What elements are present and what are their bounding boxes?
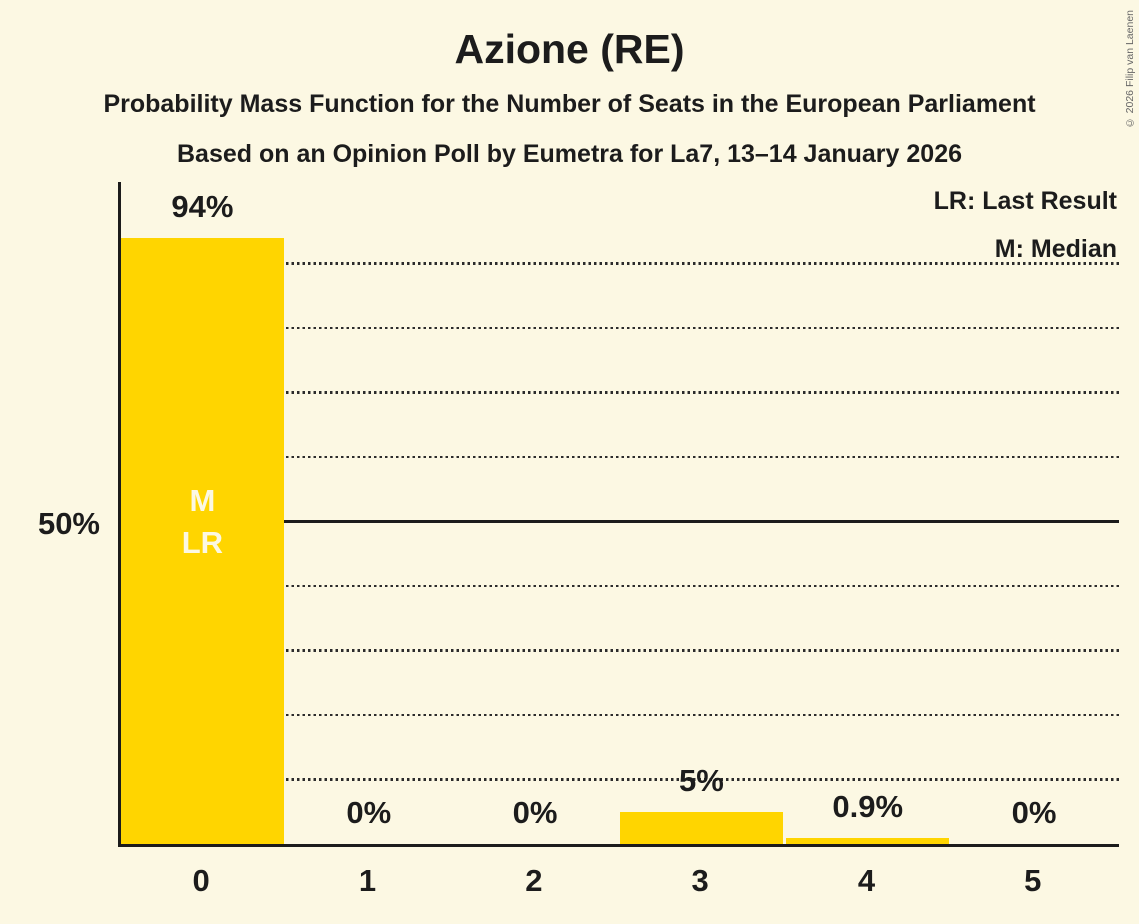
median-marker: M	[189, 482, 216, 518]
x-tick-label-2: 2	[525, 863, 543, 898]
bar-value-label-2: 0%	[512, 795, 558, 830]
x-axis: 0 1 2 3 4 5	[118, 862, 1119, 900]
gridline-dotted-30pct	[121, 649, 1119, 652]
bar-value-label-1: 0%	[346, 795, 392, 830]
chart-title: Azione (RE)	[454, 26, 685, 72]
x-tick-label-1: 1	[358, 863, 377, 898]
last-result-marker: LR	[181, 524, 224, 560]
gridline-dotted-40pct	[121, 584, 1119, 587]
plot-area: LR: Last Result M: Median 94% 0% 0% 5% 0.9% 0…	[118, 182, 1119, 847]
y-axis-50-label: 50%	[37, 506, 100, 541]
x-tick-label-4: 4	[857, 863, 876, 898]
bar-seats-0	[121, 237, 284, 844]
gridline-solid-50pct	[121, 520, 1119, 523]
chart-subtitle-line2: Based on an Opinion Poll by Eumetra for …	[177, 140, 962, 168]
bar-value-label-0: 94%	[171, 188, 234, 224]
gridline-dotted-90pct	[121, 262, 1119, 265]
gridline-dotted-60pct	[121, 455, 1119, 458]
gridline-dotted-70pct	[121, 391, 1119, 394]
legend-median: M: Median	[994, 235, 1117, 263]
bar-seats-3	[620, 811, 783, 844]
bar-value-label-4: 0.9%	[832, 789, 904, 825]
gridline-dotted-10pct	[121, 778, 1119, 781]
bar-value-label-3: 5%	[679, 762, 724, 798]
bar-value-label-5: 0%	[1011, 795, 1057, 830]
median-last-result-annotation: M LR	[121, 480, 284, 564]
x-tick-label-3: 3	[691, 863, 709, 898]
gridline-dotted-20pct	[121, 713, 1119, 716]
x-tick-label-0: 0	[192, 863, 210, 898]
x-tick-label-5: 5	[1024, 863, 1042, 898]
bar-seats-4	[786, 838, 950, 844]
legend-last-result: LR: Last Result	[933, 187, 1117, 215]
gridline-dotted-80pct	[121, 326, 1119, 329]
chart-subtitle-line1: Probability Mass Function for the Number…	[103, 90, 1036, 118]
